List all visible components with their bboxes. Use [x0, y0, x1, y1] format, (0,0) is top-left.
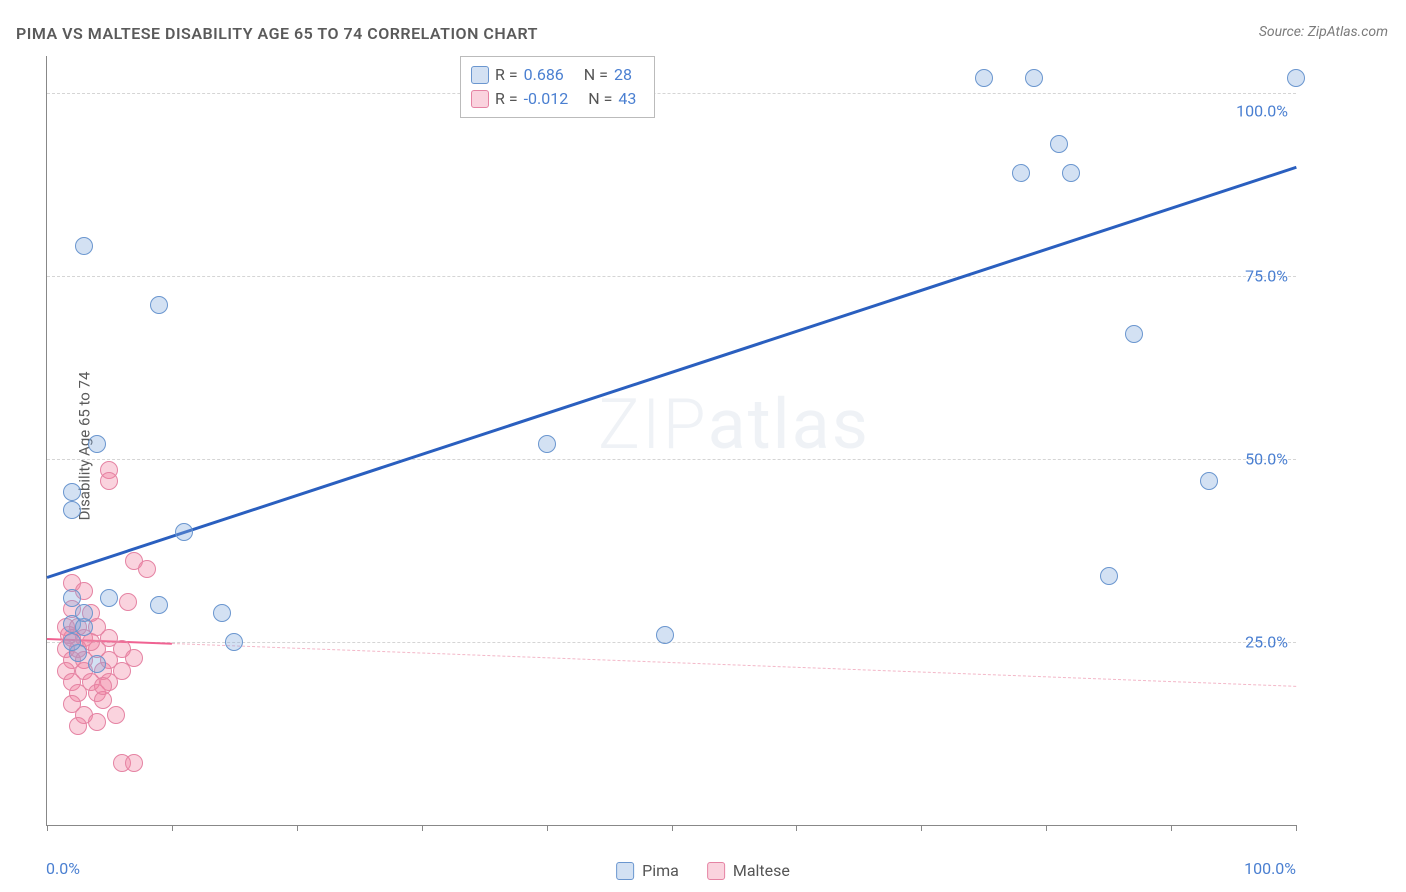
- x-tick: [172, 825, 173, 831]
- legend-r-value: 0.686: [524, 63, 564, 87]
- scatter-point: [63, 501, 81, 519]
- swatch-icon: [616, 862, 634, 880]
- swatch-icon: [707, 862, 725, 880]
- scatter-point: [63, 483, 81, 501]
- x-tick: [547, 825, 548, 831]
- legend-item-maltese: Maltese: [707, 861, 790, 880]
- scatter-point: [1125, 325, 1143, 343]
- swatch-icon: [471, 90, 489, 108]
- trend-line: [172, 643, 1296, 687]
- plot-area: ZIPatlas 25.0% 50.0% 75.0% 100.0%: [46, 56, 1296, 826]
- correlation-legend: R = 0.686 N = 28 R = -0.012 N = 43: [460, 56, 655, 118]
- x-tick: [672, 825, 673, 831]
- legend-row-pima: R = 0.686 N = 28: [471, 63, 636, 87]
- scatter-point: [63, 589, 81, 607]
- legend-r-label: R =: [495, 63, 518, 87]
- y-tick-label: 50.0%: [1245, 449, 1288, 468]
- scatter-point: [88, 713, 106, 731]
- scatter-point: [1287, 69, 1305, 87]
- scatter-point: [138, 560, 156, 578]
- trend-line: [47, 166, 1297, 579]
- x-tick: [1171, 825, 1172, 831]
- y-tick-label: 25.0%: [1245, 632, 1288, 651]
- scatter-point: [1062, 164, 1080, 182]
- scatter-point: [75, 237, 93, 255]
- scatter-point: [1025, 69, 1043, 87]
- scatter-point: [1012, 164, 1030, 182]
- chart-title: PIMA VS MALTESE DISABILITY AGE 65 TO 74 …: [16, 24, 538, 43]
- x-tick: [1046, 825, 1047, 831]
- scatter-point: [150, 596, 168, 614]
- chart-container: PIMA VS MALTESE DISABILITY AGE 65 TO 74 …: [0, 0, 1406, 892]
- scatter-point: [656, 626, 674, 644]
- scatter-point: [88, 655, 106, 673]
- legend-r-label: R =: [495, 87, 518, 111]
- gridline: [47, 276, 1296, 277]
- scatter-point: [1050, 135, 1068, 153]
- scatter-point: [69, 717, 87, 735]
- scatter-point: [88, 435, 106, 453]
- series-legend: Pima Maltese: [616, 861, 790, 880]
- y-tick-label: 100.0%: [1236, 101, 1288, 120]
- legend-n-label: N =: [588, 87, 612, 111]
- x-axis-min-label: 0.0%: [46, 859, 80, 878]
- x-tick: [796, 825, 797, 831]
- y-tick-label: 75.0%: [1245, 266, 1288, 285]
- x-tick: [422, 825, 423, 831]
- scatter-point: [975, 69, 993, 87]
- gridline: [47, 459, 1296, 460]
- scatter-point: [63, 633, 81, 651]
- scatter-point: [107, 706, 125, 724]
- scatter-point: [1200, 472, 1218, 490]
- scatter-point: [538, 435, 556, 453]
- legend-label: Maltese: [733, 861, 790, 880]
- watermark: ZIPatlas: [598, 384, 870, 466]
- source-citation: Source: ZipAtlas.com: [1259, 24, 1388, 40]
- legend-item-pima: Pima: [616, 861, 679, 880]
- x-tick: [47, 825, 48, 831]
- legend-label: Pima: [642, 861, 679, 880]
- scatter-point: [119, 593, 137, 611]
- legend-r-value: -0.012: [524, 87, 569, 111]
- scatter-point: [175, 523, 193, 541]
- gridline: [47, 93, 1296, 94]
- x-tick: [297, 825, 298, 831]
- scatter-point: [225, 633, 243, 651]
- x-axis-max-label: 100.0%: [1244, 859, 1296, 878]
- x-tick: [1296, 825, 1297, 831]
- scatter-point: [125, 754, 143, 772]
- scatter-point: [100, 589, 118, 607]
- x-tick: [921, 825, 922, 831]
- scatter-point: [75, 604, 93, 622]
- scatter-point: [94, 677, 112, 695]
- legend-n-value: 43: [618, 87, 636, 111]
- scatter-point: [213, 604, 231, 622]
- scatter-point: [150, 296, 168, 314]
- legend-n-value: 28: [614, 63, 632, 87]
- legend-row-maltese: R = -0.012 N = 43: [471, 87, 636, 111]
- scatter-point: [100, 472, 118, 490]
- legend-n-label: N =: [584, 63, 608, 87]
- scatter-point: [1100, 567, 1118, 585]
- swatch-icon: [471, 66, 489, 84]
